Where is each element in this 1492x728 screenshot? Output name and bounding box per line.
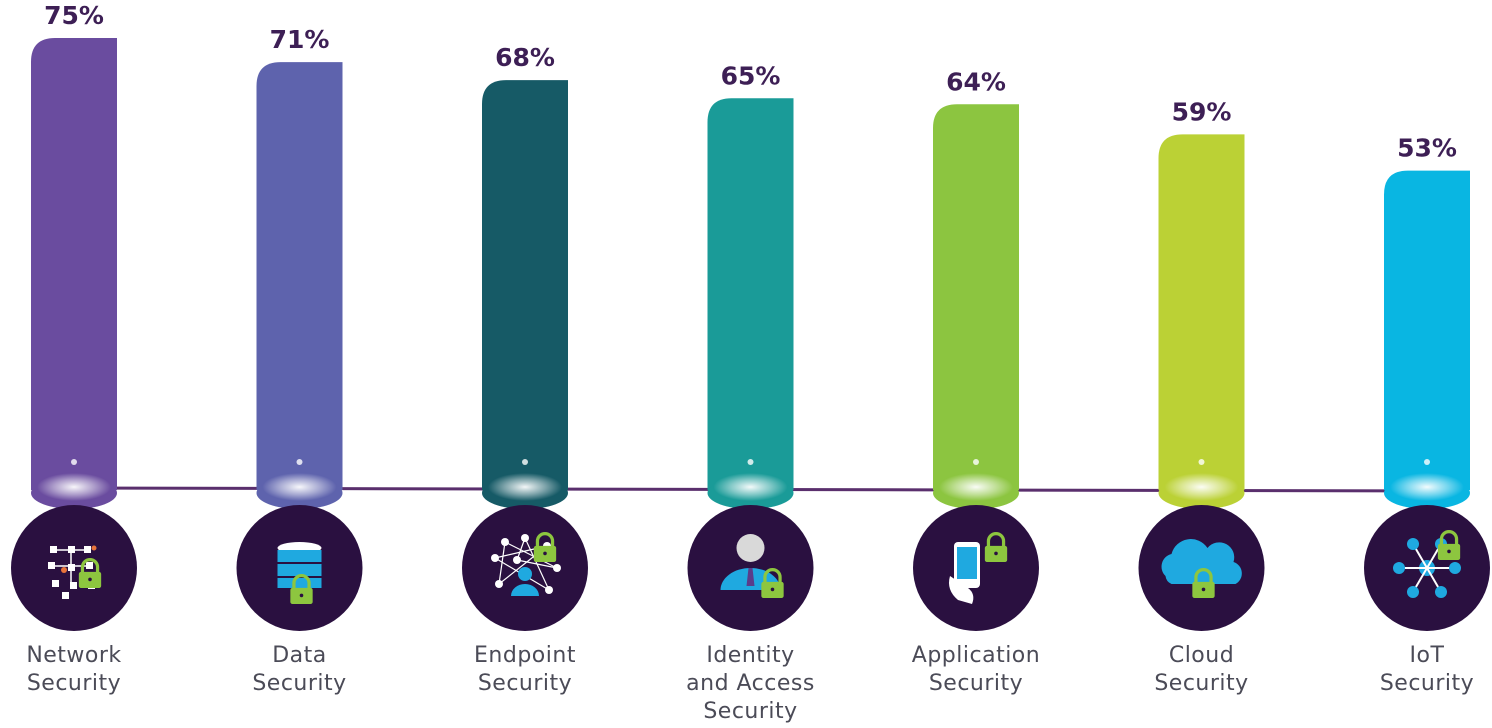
value-label: 75% xyxy=(44,1,104,30)
category-label-line: Cloud xyxy=(1168,643,1235,668)
bar xyxy=(707,98,794,491)
bar-dot xyxy=(747,459,754,465)
bar xyxy=(256,62,343,491)
lock-icon xyxy=(78,558,102,589)
bar-dot xyxy=(973,459,979,465)
bar-base-glow xyxy=(262,473,337,501)
bar-base-glow xyxy=(1164,473,1239,501)
bar-group xyxy=(482,80,568,509)
category-label-line: Security xyxy=(1154,671,1249,696)
user-lock-icon xyxy=(687,505,814,631)
bar xyxy=(933,104,1019,490)
category-label-line: Identity xyxy=(706,643,795,668)
bar xyxy=(1384,170,1470,490)
value-label: 64% xyxy=(946,67,1006,96)
bar-dot xyxy=(1424,459,1430,465)
bar-dot xyxy=(71,459,77,465)
bar-base-glow xyxy=(939,473,1013,501)
category-label-line: Security xyxy=(477,671,573,696)
category-label: Data Security xyxy=(200,642,400,698)
bar xyxy=(1158,134,1245,490)
category-label: Application Security xyxy=(876,642,1076,698)
bar-base-glow xyxy=(37,473,111,501)
database-lock-icon xyxy=(236,505,363,631)
category-label-line: Security xyxy=(252,671,347,696)
category-label-line: Security xyxy=(703,699,798,724)
bar-group xyxy=(707,98,794,509)
endpoint-network-lock-icon xyxy=(462,505,588,631)
category-label-line: Endpoint xyxy=(474,643,576,668)
bar-dot xyxy=(296,459,303,465)
bar-group xyxy=(1384,170,1470,509)
lock-icon xyxy=(533,532,557,563)
category-label-line: Network xyxy=(26,643,122,668)
category-label: Network Security xyxy=(0,642,174,698)
lock-icon xyxy=(984,532,1008,563)
bar-group xyxy=(1158,134,1245,509)
value-label: 65% xyxy=(721,61,781,90)
bar-group xyxy=(31,38,117,509)
bar-base-glow xyxy=(713,473,788,501)
category-label: Identity and Access Security xyxy=(651,642,851,726)
category-label-line: IoT xyxy=(1409,643,1445,668)
category-label-line: Security xyxy=(928,671,1024,696)
bar xyxy=(31,38,117,490)
network-lock-icon xyxy=(11,505,137,631)
bar-group xyxy=(256,62,343,509)
category-label-line: Data xyxy=(272,643,327,668)
category-label: Endpoint Security xyxy=(425,642,625,698)
lock-icon xyxy=(761,568,784,599)
category-label-line: Security xyxy=(26,671,122,696)
cloud-lock-icon xyxy=(1138,505,1265,631)
value-label: 68% xyxy=(495,43,555,72)
category-label: IoT Security xyxy=(1327,642,1492,698)
value-label: 59% xyxy=(1172,97,1232,126)
value-label: 71% xyxy=(270,25,330,54)
bar-dot xyxy=(522,459,528,465)
iot-hub-lock-icon xyxy=(1364,505,1490,631)
category-label: Cloud Security xyxy=(1102,642,1302,698)
bar-base-glow xyxy=(488,473,562,501)
lock-icon xyxy=(1437,530,1461,561)
value-label: 53% xyxy=(1397,134,1457,163)
bar-dot xyxy=(1198,459,1205,465)
lock-icon xyxy=(290,574,313,605)
category-label-line: Application xyxy=(911,643,1041,668)
bar xyxy=(482,80,568,490)
category-label-line: and Access xyxy=(686,671,815,696)
mobile-app-lock-icon xyxy=(913,505,1039,631)
bar-group xyxy=(933,104,1019,509)
category-label-line: Security xyxy=(1379,671,1475,696)
bar-base-glow xyxy=(1390,473,1464,501)
lock-icon xyxy=(1192,568,1215,599)
